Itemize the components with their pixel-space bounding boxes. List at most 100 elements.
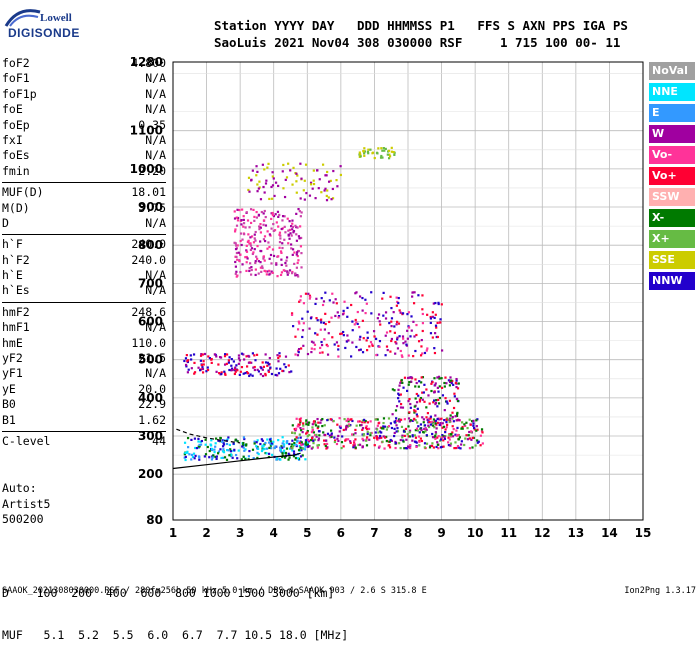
data-point: [281, 369, 284, 373]
data-point: [418, 444, 421, 447]
data-point: [324, 187, 327, 190]
data-point: [292, 455, 296, 458]
data-point: [393, 427, 396, 430]
data-point: [397, 296, 400, 300]
data-point: [250, 361, 253, 364]
data-point: [239, 271, 242, 274]
data-point: [365, 339, 368, 342]
data-point: [236, 258, 239, 261]
data-point: [293, 251, 296, 254]
data-point: [457, 446, 460, 449]
data-point: [253, 365, 256, 369]
data-point: [245, 249, 248, 252]
data-point: [396, 347, 400, 350]
data-point: [310, 340, 314, 343]
data-point: [286, 440, 289, 443]
data-point: [384, 334, 387, 337]
data-point: [445, 423, 449, 426]
data-point: [239, 253, 242, 256]
data-point: [222, 441, 225, 445]
data-point: [431, 336, 434, 339]
data-point: [270, 442, 274, 445]
data-point: [422, 391, 425, 394]
param-name: h`Es: [2, 283, 30, 298]
data-point: [244, 448, 247, 451]
data-point: [331, 336, 334, 339]
data-point: [389, 422, 393, 425]
data-point: [445, 418, 448, 421]
data-point: [253, 368, 256, 372]
data-point: [184, 451, 187, 455]
data-point: [436, 405, 439, 408]
data-point: [233, 372, 237, 376]
data-point: [270, 372, 274, 376]
data-point: [299, 215, 302, 218]
data-point: [434, 434, 437, 437]
data-point: [264, 374, 267, 377]
data-point: [423, 442, 427, 445]
data-point: [199, 443, 203, 446]
data-point: [322, 300, 326, 303]
data-point: [317, 425, 320, 428]
data-point: [263, 259, 266, 262]
data-point: [194, 446, 197, 450]
data-point: [395, 296, 398, 299]
data-point: [259, 442, 262, 446]
data-point: [315, 433, 318, 436]
data-point: [265, 179, 268, 182]
data-point: [277, 360, 280, 363]
data-point: [282, 440, 285, 443]
param-value: 20.0: [138, 381, 166, 396]
data-point: [279, 237, 282, 240]
data-point: [415, 392, 418, 396]
data-point: [421, 294, 424, 297]
data-point: [379, 323, 382, 326]
data-point: [310, 438, 313, 442]
data-point: [474, 444, 477, 447]
data-point: [255, 353, 259, 356]
data-point: [419, 427, 422, 430]
data-point: [420, 376, 423, 379]
data-point: [468, 418, 471, 421]
data-point: [225, 353, 229, 356]
data-point: [304, 441, 308, 444]
data-point: [477, 440, 480, 443]
data-point: [433, 436, 436, 439]
data-point: [475, 429, 478, 432]
data-point: [328, 434, 331, 437]
data-point: [451, 417, 454, 420]
data-point: [353, 443, 356, 446]
data-point: [260, 249, 263, 253]
data-point: [367, 427, 371, 430]
data-point: [265, 452, 268, 455]
param-row: h`E N/A: [2, 268, 166, 283]
data-point: [275, 367, 278, 370]
data-point: [373, 156, 376, 160]
data-point: [423, 424, 427, 427]
data-point: [369, 432, 372, 435]
data-point: [427, 394, 430, 397]
data-point: [439, 318, 442, 321]
data-point: [415, 413, 418, 416]
data-point: [261, 368, 264, 371]
data-point: [259, 223, 262, 226]
data-point: [361, 428, 364, 431]
data-point: [283, 363, 286, 366]
data-point: [297, 448, 301, 452]
data-point: [408, 397, 411, 401]
data-point: [234, 453, 238, 457]
data-point: [386, 153, 389, 156]
data-point: [274, 445, 277, 448]
data-point: [256, 244, 259, 248]
data-point: [347, 339, 350, 342]
data-point: [283, 456, 287, 459]
data-point: [238, 208, 241, 212]
data-point: [306, 421, 309, 424]
data-point: [358, 151, 361, 154]
data-point: [447, 443, 450, 447]
data-point: [366, 336, 369, 339]
data-point: [300, 441, 303, 444]
data-point: [464, 424, 467, 428]
data-point: [445, 426, 448, 429]
legend-item: NoVal: [649, 62, 695, 80]
